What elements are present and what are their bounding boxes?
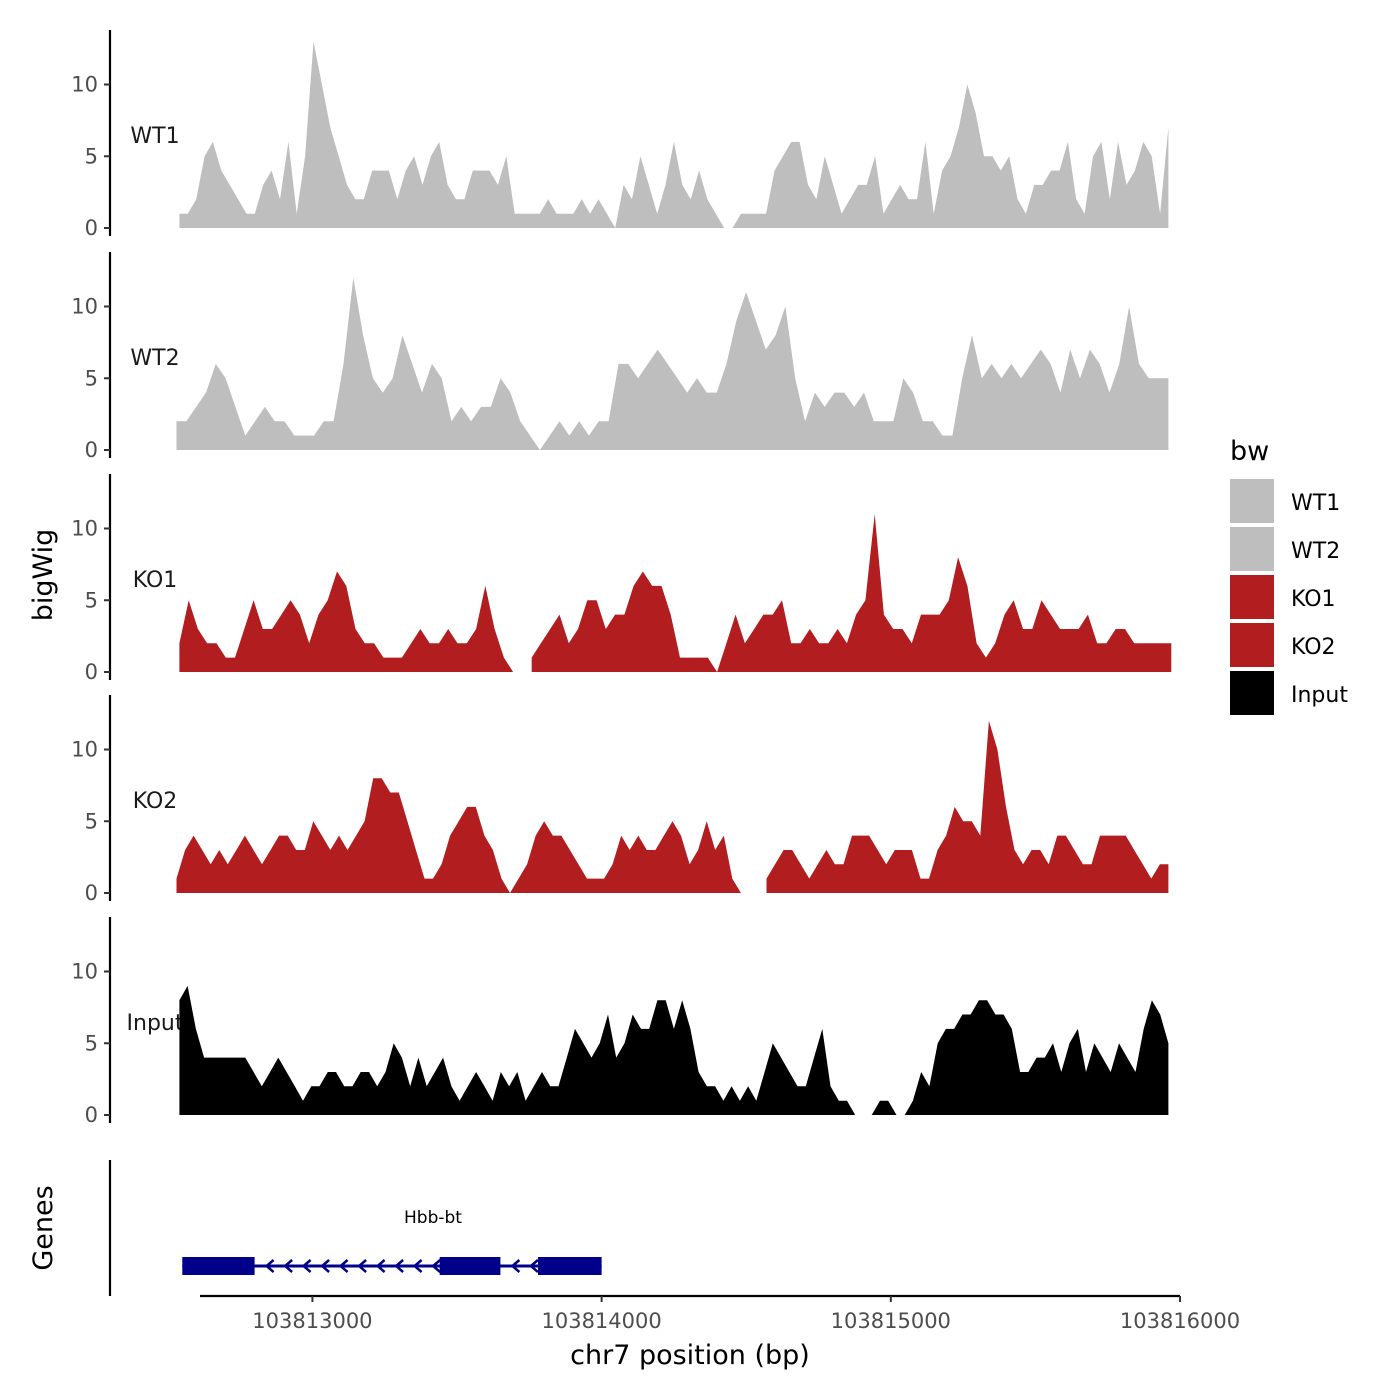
legend-label: KO2 bbox=[1291, 635, 1336, 660]
strand-arrow bbox=[412, 1259, 423, 1273]
legend-label: WT1 bbox=[1291, 491, 1340, 516]
legend-entries: WT1 WT2 KO1 KO2 Input bbox=[1230, 479, 1348, 715]
track-label: KO2 bbox=[133, 789, 178, 814]
y-tick-label: 5 bbox=[85, 1031, 98, 1055]
area-WT2 bbox=[176, 277, 1169, 450]
x-axis-title: chr7 position (bp) bbox=[570, 1340, 810, 1371]
x-tick-label: 103816000 bbox=[1120, 1309, 1240, 1333]
legend-swatch bbox=[1230, 527, 1274, 571]
strand-arrow bbox=[375, 1259, 386, 1273]
strand-arrow bbox=[394, 1259, 404, 1273]
strand-arrow bbox=[510, 1259, 521, 1273]
legend-swatch bbox=[1230, 623, 1274, 667]
legend-label: KO1 bbox=[1291, 587, 1336, 612]
legend-item-WT2: WT2 bbox=[1230, 527, 1340, 571]
legend-item-KO2: KO2 bbox=[1230, 623, 1336, 667]
area-Input bbox=[179, 985, 1169, 1115]
track-KO2: 0 5 10 KO2 bbox=[71, 695, 1169, 905]
track-label: WT2 bbox=[130, 346, 179, 371]
legend-label: WT2 bbox=[1291, 539, 1340, 564]
x-tick-label: 103814000 bbox=[541, 1309, 661, 1333]
gene-exon bbox=[439, 1257, 501, 1275]
tracks-layer: 0 5 10 WT1 0 5 10 WT2 0 5 10 KO1 0 5 10 KO2 0 5 10 Input bbox=[71, 30, 1172, 1127]
area-WT1 bbox=[179, 41, 1169, 228]
x-axis: 103813000 103814000 103815000 103816000 bbox=[200, 1294, 1240, 1333]
legend-item-Input: Input bbox=[1230, 671, 1348, 715]
legend: bw WT1 WT2 KO1 KO2 Input bbox=[1230, 436, 1348, 715]
legend-swatch bbox=[1230, 575, 1274, 619]
y-tick-label: 10 bbox=[71, 73, 98, 97]
strand-arrow bbox=[320, 1259, 330, 1273]
strand-arrow bbox=[338, 1259, 349, 1273]
strand-arrow bbox=[357, 1259, 367, 1273]
y-tick-label: 5 bbox=[85, 809, 98, 833]
track-label: WT1 bbox=[130, 124, 179, 149]
strand-arrow bbox=[301, 1259, 312, 1273]
legend-swatch bbox=[1230, 671, 1274, 715]
y-tick-label: 10 bbox=[71, 960, 98, 984]
y-axis-title: bigWig bbox=[28, 529, 59, 622]
gene-exon bbox=[538, 1257, 602, 1275]
x-tick-label: 103813000 bbox=[252, 1309, 372, 1333]
y-tick-label: 10 bbox=[71, 517, 98, 541]
area-KO1 bbox=[531, 514, 1172, 672]
track-KO1: 0 5 10 KO1 bbox=[71, 474, 1172, 684]
y-tick-label: 10 bbox=[71, 295, 98, 319]
y-tick-label: 5 bbox=[85, 366, 98, 390]
area-KO2 bbox=[766, 720, 1169, 893]
genes-panel: Hbb-bt bbox=[108, 1160, 602, 1296]
genes-axis-title: Genes bbox=[28, 1185, 59, 1270]
gene-label: Hbb-bt bbox=[404, 1208, 462, 1228]
track-label: KO1 bbox=[133, 568, 178, 593]
strand-arrow bbox=[431, 1259, 441, 1273]
area-KO1 bbox=[179, 571, 514, 672]
legend-swatch bbox=[1230, 479, 1274, 523]
y-tick-label: 10 bbox=[71, 738, 98, 762]
track-label: Input bbox=[127, 1011, 184, 1036]
x-tick-label: 103815000 bbox=[831, 1309, 951, 1333]
track-Input: 0 5 10 Input bbox=[71, 917, 1169, 1127]
legend-item-KO1: KO1 bbox=[1230, 575, 1336, 619]
track-WT2: 0 5 10 WT2 bbox=[71, 252, 1169, 462]
strand-arrow bbox=[283, 1259, 293, 1273]
legend-item-WT1: WT1 bbox=[1230, 479, 1340, 523]
track-WT1: 0 5 10 WT1 bbox=[71, 30, 1169, 240]
legend-title: bw bbox=[1230, 436, 1269, 467]
y-tick-label: 5 bbox=[85, 588, 98, 612]
y-tick-label: 0 bbox=[85, 216, 98, 240]
y-tick-label: 0 bbox=[85, 1103, 98, 1127]
y-tick-label: 5 bbox=[85, 144, 98, 168]
y-tick-label: 0 bbox=[85, 881, 98, 905]
gene-Hbb-bt: Hbb-bt bbox=[182, 1208, 602, 1275]
legend-label: Input bbox=[1291, 683, 1348, 708]
y-tick-label: 0 bbox=[85, 438, 98, 462]
gene-exon bbox=[182, 1257, 255, 1275]
strand-arrow bbox=[264, 1259, 275, 1273]
y-tick-label: 0 bbox=[85, 660, 98, 684]
area-KO2 bbox=[176, 778, 741, 893]
strand-arrow bbox=[528, 1259, 539, 1273]
